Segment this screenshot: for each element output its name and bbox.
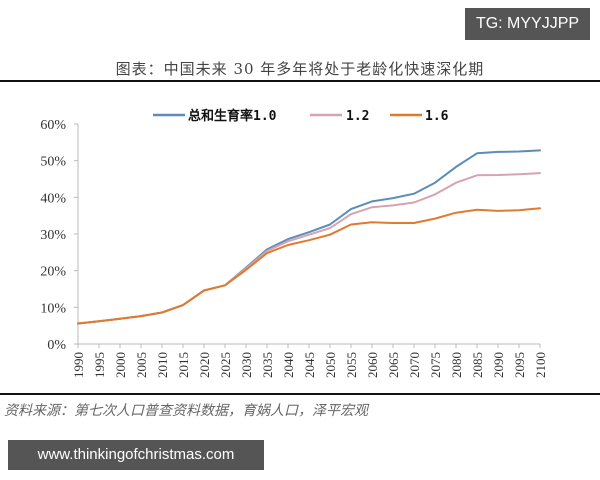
x-tick-label: 2030 xyxy=(239,352,254,378)
x-tick-label: 2100 xyxy=(533,352,548,378)
x-tick-label: 2060 xyxy=(365,352,380,378)
y-axis: 0% 10% 20% 30% 40% 50% 60% xyxy=(40,118,79,353)
watermark-bottom: www.thinkingofchristmas.com xyxy=(8,440,264,470)
x-axis: 1990 1995 2000 2005 2010 2015 2020 2025 2030 2035… xyxy=(71,343,548,378)
x-tick-label: 2025 xyxy=(218,352,233,378)
y-tick-label: 60% xyxy=(40,118,66,133)
legend-label: 1.2 xyxy=(346,109,369,124)
x-tick-label: 1995 xyxy=(92,352,107,378)
x-tick-label: 2065 xyxy=(386,352,401,378)
x-tick-label: 2075 xyxy=(428,352,443,378)
chart-title: 图表：中国未来 30 年多年将处于老龄化快速深化期 xyxy=(115,60,485,78)
bottom-divider xyxy=(0,393,600,395)
legend-label: 1.6 xyxy=(425,109,449,124)
x-tick-label: 2050 xyxy=(323,352,338,378)
series-line-3 xyxy=(77,207,541,325)
series-line-2 xyxy=(77,172,541,325)
series-line-1 xyxy=(77,149,541,325)
x-tick-label: 2090 xyxy=(491,352,506,378)
x-tick-label: 2005 xyxy=(134,352,149,378)
y-tick-label: 10% xyxy=(40,301,66,316)
x-tick-label: 2020 xyxy=(197,352,212,378)
y-tick-label: 40% xyxy=(40,191,66,206)
x-tick-label: 2000 xyxy=(113,352,128,378)
y-tick-label: 50% xyxy=(40,155,66,170)
series-lines xyxy=(77,149,541,325)
x-tick-label: 2045 xyxy=(302,352,317,378)
legend-label: 总和生育率1.0 xyxy=(188,108,277,124)
x-tick-label: 2010 xyxy=(155,352,170,378)
x-tick-label: 1990 xyxy=(71,352,86,378)
legend: 总和生育率1.0 1.2 1.6 xyxy=(153,108,449,124)
y-tick-label: 0% xyxy=(47,338,66,353)
x-tick-label: 2095 xyxy=(512,352,527,378)
x-tick-label: 2035 xyxy=(260,352,275,378)
y-tick-label: 20% xyxy=(40,265,66,280)
x-tick-label: 2015 xyxy=(176,352,191,378)
line-chart: 总和生育率1.0 1.2 1.6 0% 10% 20% 30% 40% 50% 60% 1990… xyxy=(40,108,548,378)
x-tick-label: 2040 xyxy=(281,352,296,378)
x-tick-label: 2080 xyxy=(449,352,464,378)
x-tick-label: 2070 xyxy=(407,352,422,378)
top-divider xyxy=(0,80,600,82)
x-tick-label: 2055 xyxy=(344,352,359,378)
source-note: 资料来源：第七次人口普查资料数据，育娲人口，泽平宏观 xyxy=(4,403,368,419)
x-tick-label: 2085 xyxy=(470,352,485,378)
watermark-top: TG: MYYJJPP xyxy=(465,8,590,40)
y-tick-label: 30% xyxy=(40,228,66,243)
